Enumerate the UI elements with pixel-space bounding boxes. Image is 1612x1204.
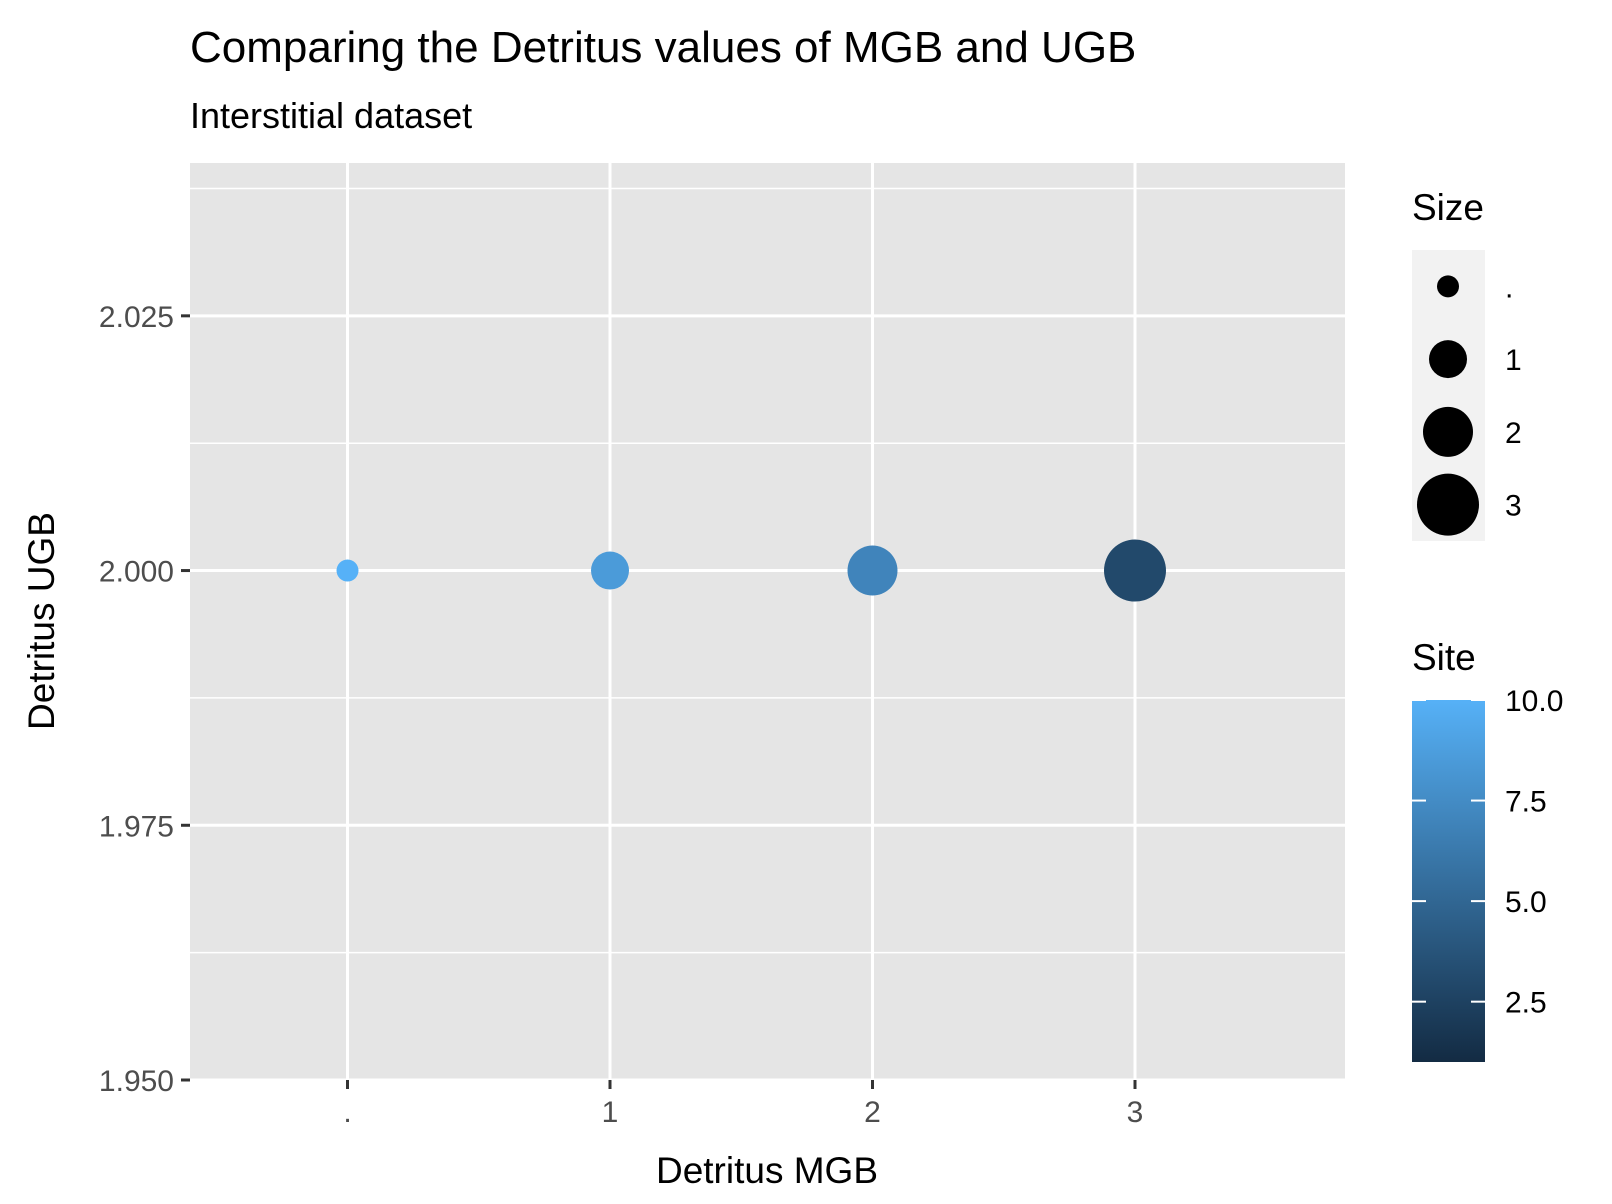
chart-subtitle: Interstitial dataset bbox=[190, 95, 472, 136]
size-legend-label: 3 bbox=[1505, 490, 1522, 523]
y-tick-label: 2.000 bbox=[99, 556, 174, 589]
size-legend-key bbox=[1417, 473, 1479, 536]
grid-major bbox=[190, 163, 1345, 1082]
color-legend-label: 5.0 bbox=[1505, 886, 1547, 919]
size-legend-key bbox=[1423, 406, 1473, 457]
plot-panel bbox=[190, 163, 1345, 1080]
y-axis: 1.950 1.975 2.000 2.025 bbox=[99, 301, 190, 1098]
size-legend-title: Size bbox=[1412, 187, 1484, 228]
size-legend-label: 1 bbox=[1505, 344, 1522, 377]
x-tick-label: 2 bbox=[864, 1096, 881, 1129]
x-axis: . 1 2 3 bbox=[343, 1080, 1143, 1129]
color-legend-title: Site bbox=[1412, 637, 1476, 678]
data-point bbox=[591, 551, 629, 590]
x-tick-label: 1 bbox=[602, 1096, 619, 1129]
data-point bbox=[847, 545, 898, 596]
grid-minor bbox=[190, 187, 1345, 954]
y-tick-label: 2.025 bbox=[99, 301, 174, 334]
y-axis-title: Detritus UGB bbox=[21, 512, 62, 730]
color-legend-label: 7.5 bbox=[1505, 786, 1547, 819]
x-tick-label: 3 bbox=[1127, 1096, 1144, 1129]
data-points bbox=[336, 539, 1166, 602]
x-axis-title: Detritus MGB bbox=[656, 1150, 878, 1191]
color-legend-label: 10.0 bbox=[1505, 685, 1563, 718]
color-legend-label: 2.5 bbox=[1505, 987, 1547, 1020]
size-legend-label: . bbox=[1505, 271, 1513, 304]
size-legend-label: 2 bbox=[1505, 417, 1522, 450]
size-legend-key bbox=[1437, 275, 1459, 298]
data-point bbox=[336, 559, 359, 582]
x-tick-label: . bbox=[343, 1096, 351, 1129]
data-point bbox=[1104, 539, 1166, 602]
y-tick-label: 1.950 bbox=[99, 1065, 174, 1098]
chart-title: Comparing the Detritus values of MGB and… bbox=[190, 23, 1136, 72]
size-legend: Size . 1 2 3 bbox=[1412, 187, 1522, 541]
size-legend-key bbox=[1429, 340, 1467, 379]
color-legend: Site 2.5 5.0 7.5 10.0 bbox=[1412, 637, 1563, 1062]
color-legend-bar bbox=[1412, 700, 1485, 1062]
y-tick-label: 1.975 bbox=[99, 810, 174, 843]
